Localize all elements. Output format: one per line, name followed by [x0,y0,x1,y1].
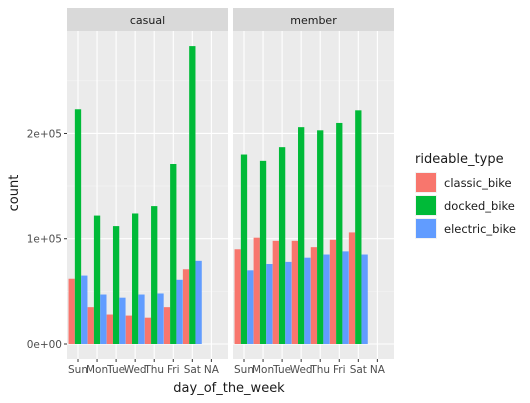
x-tick-label: NA [204,364,220,376]
bar-casual-classic_bike-Sun [68,278,75,344]
facet-panel-member: member [233,8,394,359]
facet-panel-casual: casual [67,8,228,359]
bar-member-classic_bike-Mon [253,237,260,344]
bar-casual-electric_bike-Fri [176,279,183,344]
facet-panels: casual member [67,8,394,359]
bar-casual-docked_bike-Thu [151,206,158,344]
bar-casual-electric_bike-Mon [100,294,107,344]
x-tick-label: Sat [350,364,367,376]
x-tick-label: NA [370,364,386,376]
x-tick-label: Tue [272,364,291,376]
bar-member-docked_bike-Sun [240,154,248,344]
legend-swatch-classic_bike [416,173,436,192]
bar-casual-classic_bike-Sat [182,269,190,344]
bar-casual-docked_bike-Tue [112,226,120,344]
bar-member-electric_bike-Mon [266,264,273,344]
x-tick-label: Wed [290,364,313,376]
legend-label-classic_bike: classic_bike [444,176,512,190]
bar-casual-docked_bike-Sun [74,109,82,345]
legend-swatch-electric_bike [416,219,436,238]
bar-casual-classic_bike-Thu [144,317,152,344]
x-tick-label: Sun [234,364,254,376]
bar-member-electric_bike-Sat [361,254,368,344]
bar-member-electric_bike-Sun [247,270,254,344]
bar-casual-electric_bike-Wed [138,294,145,344]
bar-casual-electric_bike-Sun [81,275,88,344]
x-tick-label: Thu [143,364,164,376]
bar-member-docked_bike-Tue [278,147,286,344]
facet-strip-label: member [290,14,337,27]
bar-member-docked_bike-Thu [317,130,324,344]
bar-member-electric_bike-Thu [323,254,330,344]
y-axis-title: count [7,175,22,212]
legend-swatch-docked_bike [416,196,436,215]
bar-member-classic_bike-Sun [234,249,241,344]
y-tick-label: 0e+00 [27,339,62,351]
bar-casual-electric_bike-Tue [119,297,126,344]
bar-casual-docked_bike-Sat [189,46,196,345]
x-tick-label: Sat [184,364,201,376]
y-axis: 0e+00 1e+05 2e+05 [27,128,67,351]
bar-member-docked_bike-Wed [298,127,305,344]
x-tick-label: Fri [333,364,346,376]
x-tick-label: Mon [86,364,108,376]
bar-member-electric_bike-Fri [342,251,349,344]
legend-label-docked_bike: docked_bike [444,199,515,213]
bar-member-classic_bike-Sat [348,232,356,344]
x-tick-label: Thu [309,364,330,376]
bar-casual-docked_bike-Wed [132,213,139,344]
y-tick-label: 1e+05 [27,234,62,246]
x-tick-label: Tue [106,364,125,376]
x-tick-label: Fri [167,364,180,376]
legend-title: rideable_type [415,152,504,167]
facet-strip [233,8,394,31]
bar-casual-classic_bike-Tue [106,314,113,344]
bar-casual-docked_bike-Mon [93,215,101,344]
bar-member-classic_bike-Tue [272,240,279,344]
bar-member-classic_bike-Thu [310,247,318,344]
bar-casual-classic_bike-Mon [87,307,94,344]
bar-casual-docked_bike-Fri [170,164,177,344]
bar-member-classic_bike-Wed [291,240,299,344]
bar-casual-electric_bike-Thu [157,293,164,344]
bar-casual-classic_bike-Wed [125,315,133,344]
bar-member-docked_bike-Sat [355,110,362,344]
x-axis-title: day_of_the_week [173,381,285,396]
bar-member-docked_bike-Fri [336,122,343,345]
x-tick-label: Wed [124,364,147,376]
facet-strip-label: casual [130,14,165,27]
legend-label-electric_bike: electric_bike [444,222,516,236]
bar-member-electric_bike-Wed [304,257,311,344]
x-tick-label: Sun [68,364,88,376]
legend: rideable_type classic_bike docked_bikeele… [415,152,516,239]
bar-casual-classic_bike-Fri [163,307,171,344]
bar-member-classic_bike-Fri [329,239,337,344]
y-tick-label: 2e+05 [27,128,62,140]
bar-casual-electric_bike-Sat [195,260,202,344]
bar-member-electric_bike-Tue [285,261,292,344]
facet-strip [67,8,228,31]
bar-member-docked_bike-Mon [259,160,267,344]
x-tick-label: Mon [252,364,274,376]
